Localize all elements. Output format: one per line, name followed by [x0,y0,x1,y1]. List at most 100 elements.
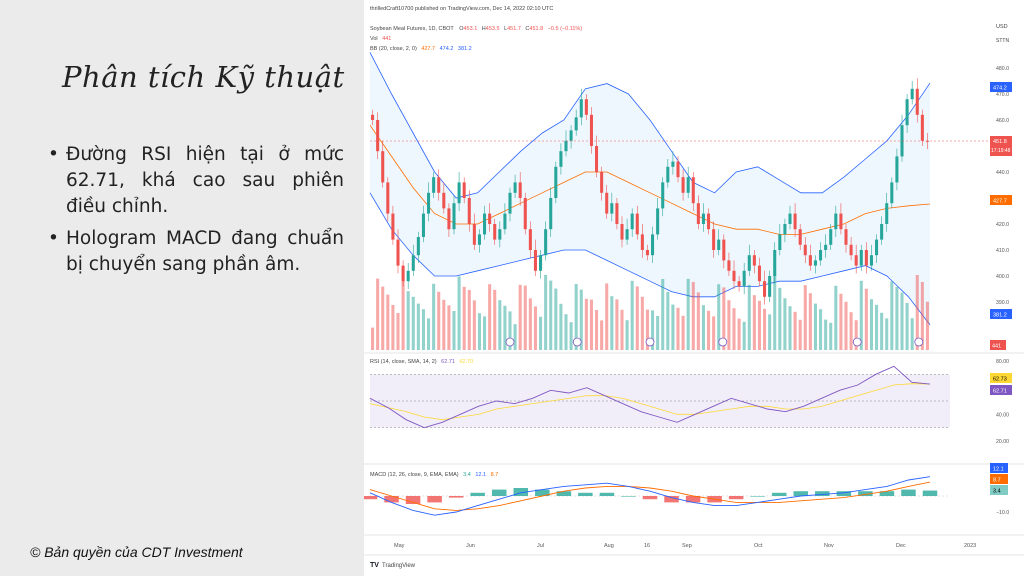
candle-body [661,182,665,209]
candle-body [671,161,675,167]
candle-body [701,213,705,224]
candle-body [421,213,425,237]
candle-body [554,166,558,198]
candle-body [539,255,543,271]
candle-body [437,177,441,193]
volume-bar [432,283,436,350]
candle-body [834,213,838,230]
volume-bar [589,299,593,350]
volume-bar [661,279,665,350]
candle-body [864,250,868,266]
volume-bar [763,308,767,350]
volume-bar [503,305,507,350]
candle-body [569,130,573,141]
macd-hist-bar [750,496,765,497]
time-axis-label: 16 [644,543,650,549]
volume-bar [808,293,812,350]
volume-bar [462,286,466,350]
volume-bar [798,319,802,350]
price-tick-label: 410.0 [996,248,1009,254]
l-label: L [504,26,507,32]
volume-bar [452,311,456,350]
candle-body [819,250,823,261]
candle-body [376,120,380,152]
candle-body [508,192,512,214]
event-icon[interactable] [572,337,582,347]
candle-body [869,255,873,266]
volume-bar [569,322,573,350]
volume-bar [416,303,420,350]
macd-hist-bar [771,492,787,496]
candle-body [610,203,614,214]
candle-body [885,203,889,224]
hist-badge-text: 3.4 [993,489,1001,495]
event-icon[interactable] [505,337,515,347]
volume-bar [447,305,451,350]
candle-body [411,255,415,271]
volume-bar [869,299,873,350]
high-value: 453.5 [486,26,500,32]
volume-bar [635,286,639,350]
symbol-name: Soybean Meal Futures, 1D, CBOT [370,26,454,32]
candle-body [727,260,731,271]
bb-basis-badge-text: 427.7 [993,199,1007,205]
volume-bar [579,289,583,350]
candle-body [813,260,817,266]
volume-bar [625,320,629,350]
volume-bar [813,303,817,350]
candle-body [406,270,410,282]
volume-bar [493,289,497,350]
signal-badge-text: 8.7 [993,478,1001,484]
volume-bar [671,304,675,350]
published-line: thrilledCraft10700 published on TradingV… [370,6,553,12]
rsi-badge [990,385,1012,395]
candle-body [910,88,914,100]
macd-hist-bar [405,496,421,504]
candle-body [905,99,909,126]
volume-bar [467,290,471,350]
slide-title: Phân tích Kỹ thuật [62,60,345,94]
rsi-badge-text: 62.71 [993,389,1007,395]
volume-bar [778,287,782,350]
candlesticks [371,78,929,305]
candle-body [533,250,537,271]
bollinger-bands [369,52,931,326]
candle-body [544,229,548,256]
candle-body [849,244,853,256]
unit-label: STTN [996,38,1009,44]
candle-body [915,88,919,115]
macd-hist-bar [922,490,938,496]
event-icon[interactable] [852,337,862,347]
volume-bar [427,318,431,350]
volume-bar [508,311,512,350]
candle-body [518,182,522,198]
candle-body [880,224,884,240]
candle-body [656,208,660,235]
price-tick-label: 460.0 [996,118,1009,124]
candle-body [595,146,599,172]
candle-body [696,203,700,224]
macd-hist-bar [364,496,378,500]
volume-bar [910,318,914,350]
event-icon[interactable] [914,337,924,347]
bb-lower-line [369,192,931,326]
volume-bar [457,276,461,350]
volume-bar [472,300,476,350]
candle-body [890,182,894,204]
volume-bar [539,316,543,350]
event-icon[interactable] [645,337,655,347]
macd-hist-bar [384,496,399,503]
event-icons [505,337,924,347]
candle-body [457,182,461,204]
event-icon[interactable] [718,337,728,347]
candle-body [615,203,619,224]
candle-body [416,237,420,256]
candle-body [579,99,583,118]
volume-bar [411,296,415,350]
rsi-ma-badge-text: 62.73 [993,377,1007,383]
bb-line: BB (20, close, 2, 0) 427.7 474.2 381.2 [370,46,472,52]
candle-body [391,213,395,240]
rsi-label: RSI (14, close, SMA, 14, 2) [370,359,437,365]
volume-bar [824,319,828,350]
tradingview-chart: thrilledCraft10700 published on TradingV… [364,6,1024,569]
